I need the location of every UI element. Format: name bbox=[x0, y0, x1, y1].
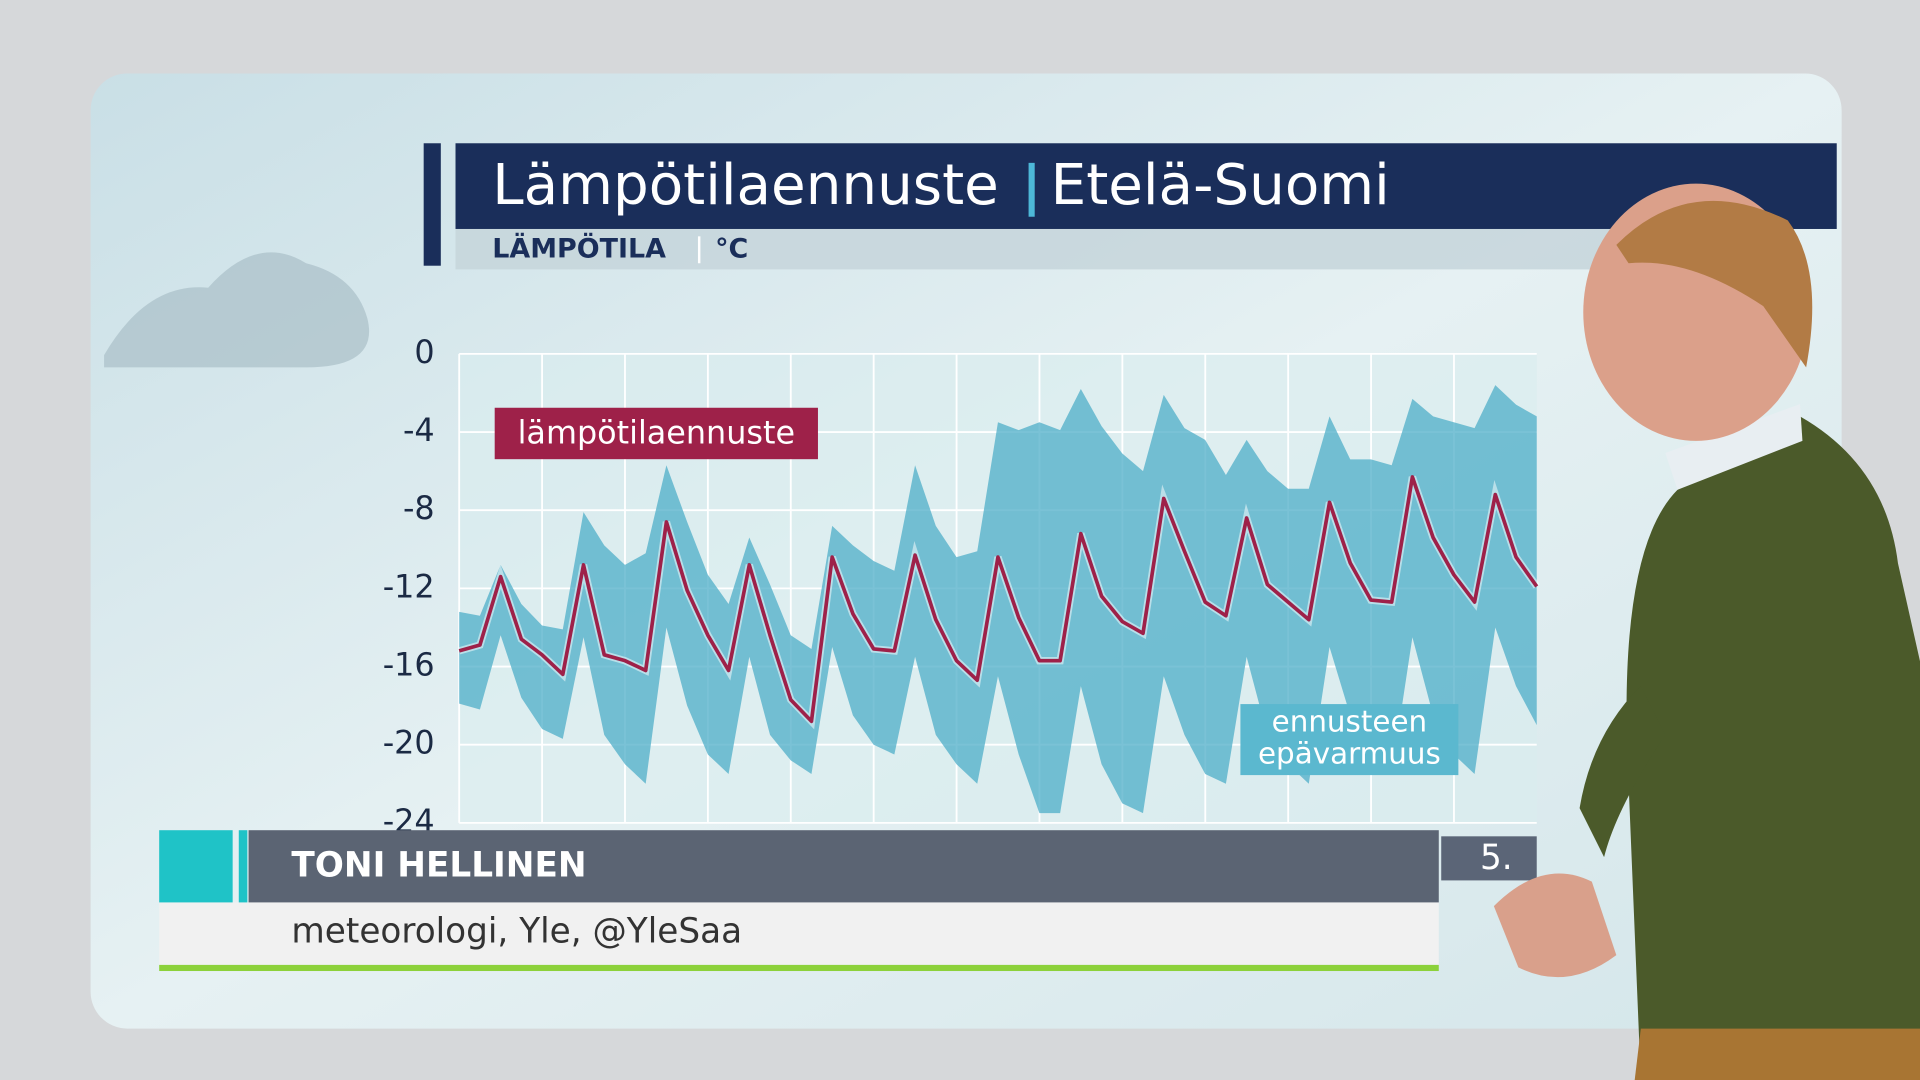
title: Lämpötilaennuste bbox=[492, 153, 999, 218]
subtitle: LÄMPÖTILA bbox=[492, 231, 666, 264]
plot: 0-4-8-12-16-20-24lämpötilaennusteennuste… bbox=[383, 333, 1540, 840]
y-tick-label: -16 bbox=[383, 646, 435, 684]
overlay: TONI HELLINEN meteorologi, Yle, @YleSaa … bbox=[159, 830, 1537, 972]
presenter-role: meteorologi, Yle, @YleSaa bbox=[291, 912, 742, 952]
unit: °C bbox=[715, 233, 748, 264]
x-tick-label: 5. bbox=[1480, 838, 1513, 878]
arm bbox=[1579, 685, 1666, 858]
y-tick-label: -8 bbox=[403, 489, 435, 527]
trousers bbox=[1634, 1028, 1920, 1080]
y-tick-label: -4 bbox=[403, 411, 435, 449]
role-bar bbox=[159, 902, 1439, 965]
presenter-name: TONI HELLINEN bbox=[291, 845, 586, 885]
subtitle-divider bbox=[697, 236, 701, 264]
title-stub bbox=[423, 143, 441, 266]
name-bar bbox=[248, 830, 1439, 903]
accent-stripe bbox=[238, 830, 248, 903]
date-box bbox=[1441, 836, 1537, 881]
green-line bbox=[159, 964, 1439, 972]
presenter bbox=[1493, 183, 1920, 1080]
y-tick-label: -20 bbox=[383, 724, 435, 762]
series-label-box bbox=[494, 407, 818, 460]
accent-block bbox=[159, 830, 233, 903]
hands bbox=[1493, 873, 1617, 978]
title-divider bbox=[1028, 162, 1035, 217]
hair bbox=[1616, 200, 1813, 368]
y-tick-label: -12 bbox=[383, 567, 435, 605]
collar bbox=[1665, 404, 1803, 490]
band-label: ennusteen epävarmuus bbox=[1258, 704, 1441, 770]
subtitle-bar bbox=[455, 228, 1680, 270]
cloud bbox=[104, 252, 370, 368]
series-label: lämpötilaennuste bbox=[518, 414, 795, 452]
region: Etelä-Suomi bbox=[1051, 153, 1390, 218]
band-label-box bbox=[1240, 704, 1459, 776]
sweater bbox=[1626, 416, 1920, 1080]
temperature-line bbox=[458, 475, 1539, 724]
y-tick-label: 0 bbox=[414, 333, 434, 371]
title-bar bbox=[455, 143, 1837, 229]
